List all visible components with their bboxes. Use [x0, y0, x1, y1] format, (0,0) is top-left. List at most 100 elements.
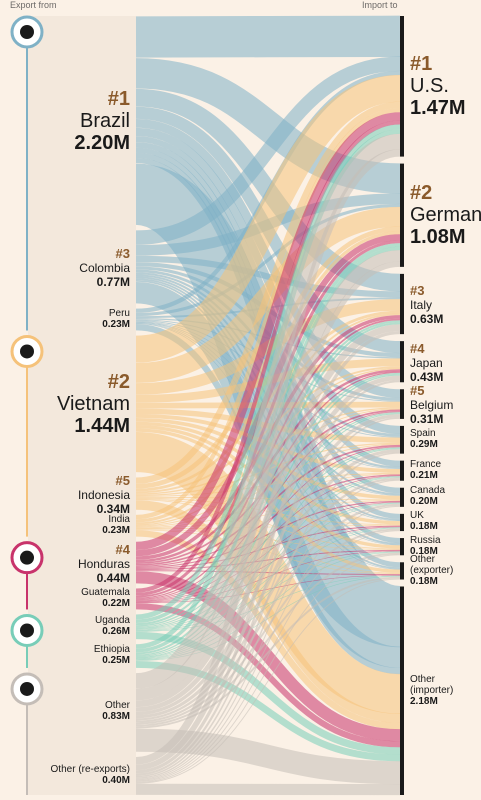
importer-rank: #2: [410, 182, 433, 205]
importer-label-uk: UK 0.18M: [410, 510, 438, 532]
node-bar-layer: [26, 16, 404, 795]
exporter-label-uganda: Uganda 0.26M: [95, 615, 130, 637]
exporter-name: Colombia: [79, 260, 130, 275]
importer-bar-other-exporter: [400, 562, 404, 580]
flow-other-re-exports-to-germany: [135, 261, 401, 771]
flow-other-to-germany: [135, 250, 401, 701]
exporter-label-guatemala: Guatemala 0.22M: [81, 587, 130, 609]
importer-name: Russia: [410, 534, 441, 546]
exporter-label-ethiopia: Ethiopia 0.25M: [94, 644, 130, 666]
flow-uganda-to-russia: [135, 551, 401, 632]
exporter-value: 1.44M: [74, 414, 130, 437]
exporter-label-vietnam: #2 Vietnam 1.44M: [57, 371, 130, 437]
importer-label-canada: Canada 0.20M: [410, 485, 445, 507]
importer-bar-other-importer: [400, 586, 404, 795]
flow-other-re-exports-to-other-exporter: [135, 578, 401, 784]
exporter-name: Brazil: [79, 109, 130, 132]
importer-label-japan: #4 Japan 0.43M: [410, 341, 444, 384]
exporter-name: Other: [104, 700, 130, 712]
importer-name: Spain: [410, 427, 436, 439]
exporter-name: Other (re-exports): [50, 763, 130, 775]
flow-other-to-spain: [135, 449, 401, 719]
exporter-label-other-re-exports: Other (re-exports) 0.40M: [51, 764, 130, 786]
asia-map-icon: [10, 334, 44, 368]
exporter-label-peru: Peru 0.23M: [102, 308, 130, 330]
flow-uganda-to-u-s: [135, 124, 401, 620]
importer-rank: #3: [410, 283, 425, 298]
flow-other-to-uk: [135, 528, 401, 725]
flow-honduras-to-u-s: [135, 112, 401, 550]
importer-name: Belgium: [410, 398, 454, 413]
exporter-label-colombia: #3 Colombia 0.77M: [79, 246, 130, 289]
importer-value: 0.18M: [410, 521, 438, 533]
importer-name: Canada: [410, 485, 446, 497]
importer-bar-italy: [400, 273, 404, 335]
flow-other-re-exports-to-uk: [135, 530, 401, 782]
flow-vietnam-to-italy: [135, 299, 401, 395]
importer-bar-germany: [400, 163, 404, 267]
exporter-name: Ethiopia: [93, 644, 130, 656]
importer-bar-belgium: [400, 389, 404, 419]
flow-other-re-exports-to-u-s: [135, 149, 401, 765]
importer-bar-canada: [400, 487, 404, 507]
flow-other-to-canada: [135, 503, 401, 723]
importer-label-other-importer: Other (importer) 2.18M: [410, 674, 453, 707]
flow-uganda-to-japan: [135, 372, 401, 627]
importer-value: 0.20M: [410, 496, 438, 508]
exporter-name: Honduras: [77, 556, 130, 571]
flow-layer: [132, 15, 404, 796]
importer-rank: #5: [410, 383, 425, 399]
importer-label-italy: #3 Italy 0.63M: [410, 283, 444, 327]
exporter-value: 2.20M: [74, 131, 130, 154]
importer-name: U.S.: [410, 75, 449, 98]
exporter-value: 0.83M: [102, 711, 130, 723]
importer-label-other-exporter: Other (exporter) 0.18M: [410, 554, 453, 587]
flow-brazil-to-u-s: [135, 15, 401, 58]
importer-name: UK: [410, 510, 424, 522]
exporter-rank: #1: [107, 87, 130, 110]
flow-indonesia-to-u-s: [135, 101, 401, 484]
exporter-name: Uganda: [94, 614, 130, 626]
flow-other-re-exports-to-belgium: [135, 417, 401, 778]
flow-other-re-exports-to-france: [135, 479, 401, 780]
flow-india-to-u-s: [135, 107, 401, 520]
exporter-value: 0.26M: [102, 625, 130, 637]
exporter-value: 0.77M: [96, 274, 130, 289]
flow-other-re-exports-to-japan: [135, 380, 401, 776]
importer-name: Japan: [410, 355, 443, 370]
importer-value: 1.47M: [410, 97, 466, 120]
exporter-rank: #4: [115, 541, 130, 557]
exporter-rank: #5: [115, 472, 130, 488]
import-to-header: Import to: [362, 0, 398, 10]
importer-label-france: France 0.21M: [410, 459, 441, 481]
importer-value: 1.08M: [410, 226, 466, 249]
exporter-value: 0.22M: [102, 597, 130, 609]
exporter-value: 0.40M: [102, 774, 130, 786]
flow-guatemala-to-u-s: [135, 120, 401, 593]
africa-map-icon: [10, 613, 44, 647]
exporter-name: Guatemala: [81, 586, 130, 598]
importer-value: 2.18M: [410, 695, 438, 707]
exporter-value: 0.34M: [96, 501, 130, 516]
importer-name: Italy: [410, 298, 433, 312]
flow-other-to-other-exporter: [135, 576, 401, 729]
importer-value: 0.63M: [410, 312, 444, 326]
flow-other-to-japan: [135, 375, 401, 712]
importer-value: 0.43M: [410, 369, 444, 384]
importer-value: 0.31M: [410, 412, 444, 427]
importer-label-u-s: #1 U.S. 1.47M: [410, 53, 466, 119]
flow-other-to-u-s: [135, 133, 401, 689]
region-icon-layer: [10, 15, 44, 706]
flow-indonesia-to-other-exporter: [135, 499, 401, 574]
exporter-name: Indonesia: [77, 487, 130, 502]
importer-bar-u-s: [400, 16, 404, 157]
flow-colombia-to-u-s: [135, 56, 401, 245]
importer-name: France: [410, 458, 442, 470]
importer-value: 0.29M: [410, 438, 438, 450]
exporter-label-india: India 0.23M: [102, 514, 130, 536]
importer-value: 0.18M: [410, 575, 438, 587]
importer-bar-spain: [400, 425, 404, 454]
importer-name: Other (exporter): [410, 553, 454, 576]
exporter-label-other: Other 0.83M: [102, 700, 130, 722]
